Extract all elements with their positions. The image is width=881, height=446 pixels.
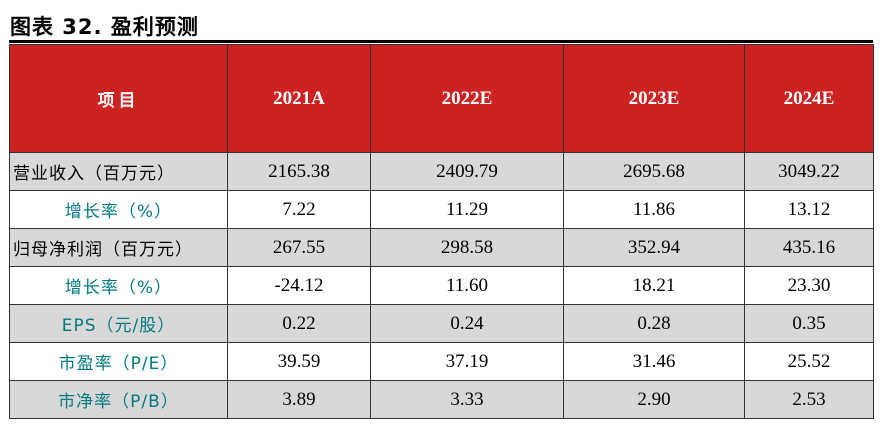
table-cell: 0.28 [563,304,745,343]
table-row-revenue-growth: 增长率（%） 7.22 11.29 11.86 13.12 [9,190,874,229]
table-cell: 11.29 [370,190,564,229]
row-label: 营业收入（百万元） [9,152,228,191]
table-cell: 298.58 [370,228,564,267]
table-cell: 0.24 [370,304,564,343]
table-row-profit-growth: 增长率（%） -24.12 11.60 18.21 23.30 [9,266,874,305]
table-row-net-profit: 归母净利润（百万元） 267.55 298.58 352.94 435.16 [9,228,874,267]
row-label: 增长率（%） [9,266,228,305]
table-cell: -24.12 [227,266,371,305]
table-cell: 2695.68 [563,152,745,191]
table-cell: 0.35 [744,304,874,343]
table-cell: 267.55 [227,228,371,267]
table-cell: 2.53 [744,380,874,419]
table-cell: 11.60 [370,266,564,305]
table-row-eps: EPS（元/股） 0.22 0.24 0.28 0.35 [9,304,874,343]
table-cell: 37.19 [370,342,564,381]
row-label: 市净率（P/B） [9,380,228,419]
table-cell: 3.89 [227,380,371,419]
table-cell: 23.30 [744,266,874,305]
header-2021a: 2021A [227,44,371,153]
figure-title: 图表 32. 盈利预测 [10,15,199,39]
table-row-revenue: 营业收入（百万元） 2165.38 2409.79 2695.68 3049.2… [9,152,874,191]
table-row-pb: 市净率（P/B） 3.89 3.33 2.90 2.53 [9,380,874,419]
title-rule [9,40,873,43]
table-cell: 2165.38 [227,152,371,191]
table-cell: 11.86 [563,190,745,229]
table-cell: 39.59 [227,342,371,381]
row-label: 增长率（%） [9,190,228,229]
table-cell: 7.22 [227,190,371,229]
table-cell: 25.52 [744,342,874,381]
header-item: 项目 [9,44,228,153]
table-cell: 352.94 [563,228,745,267]
header-2024e: 2024E [744,44,874,153]
table-cell: 3.33 [370,380,564,419]
table-cell: 31.46 [563,342,745,381]
table-cell: 13.12 [744,190,874,229]
table-row-pe: 市盈率（P/E） 39.59 37.19 31.46 25.52 [9,342,874,381]
earnings-forecast-table: 项目 2021A 2022E 2023E 2024E 营业收入（百万元） 216… [9,44,874,419]
header-2023e: 2023E [563,44,745,153]
table-cell: 3049.22 [744,152,874,191]
row-label: EPS（元/股） [9,304,228,343]
table-cell: 18.21 [563,266,745,305]
table-cell: 435.16 [744,228,874,267]
table-cell: 0.22 [227,304,371,343]
row-label: 市盈率（P/E） [9,342,228,381]
header-row: 项目 2021A 2022E 2023E 2024E [9,44,874,153]
table-cell: 2409.79 [370,152,564,191]
header-2022e: 2022E [370,44,564,153]
table-cell: 2.90 [563,380,745,419]
row-label: 归母净利润（百万元） [9,228,228,267]
